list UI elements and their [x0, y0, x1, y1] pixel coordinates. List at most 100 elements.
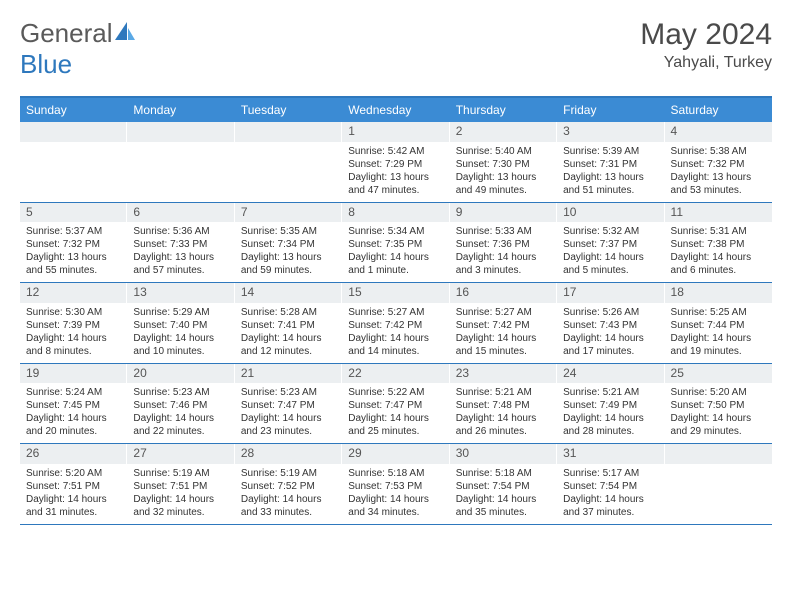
- day-detail: Sunrise: 5:35 AMSunset: 7:34 PMDaylight:…: [235, 222, 342, 282]
- dow-friday: Friday: [557, 98, 664, 122]
- day-cell: 23Sunrise: 5:21 AMSunset: 7:48 PMDayligh…: [450, 364, 557, 444]
- day-cell: 24Sunrise: 5:21 AMSunset: 7:49 PMDayligh…: [557, 364, 664, 444]
- day-number: 31: [557, 444, 664, 464]
- day-cell: 1Sunrise: 5:42 AMSunset: 7:29 PMDaylight…: [342, 122, 449, 202]
- day-number: 14: [235, 283, 342, 303]
- day-cell: 31Sunrise: 5:17 AMSunset: 7:54 PMDayligh…: [557, 444, 664, 524]
- day-number: 21: [235, 364, 342, 384]
- day-number: 7: [235, 203, 342, 223]
- week-row: 5Sunrise: 5:37 AMSunset: 7:32 PMDaylight…: [20, 203, 772, 284]
- day-detail: Sunrise: 5:36 AMSunset: 7:33 PMDaylight:…: [127, 222, 234, 282]
- location: Yahyali, Turkey: [640, 54, 772, 72]
- month-title: May 2024: [640, 18, 772, 52]
- day-cell: 19Sunrise: 5:24 AMSunset: 7:45 PMDayligh…: [20, 364, 127, 444]
- day-number: [235, 122, 342, 142]
- empty-cell: [235, 122, 342, 202]
- day-cell: 12Sunrise: 5:30 AMSunset: 7:39 PMDayligh…: [20, 283, 127, 363]
- day-detail: Sunrise: 5:37 AMSunset: 7:32 PMDaylight:…: [20, 222, 127, 282]
- day-cell: 28Sunrise: 5:19 AMSunset: 7:52 PMDayligh…: [235, 444, 342, 524]
- day-detail: Sunrise: 5:19 AMSunset: 7:52 PMDaylight:…: [235, 464, 342, 524]
- dow-thursday: Thursday: [450, 98, 557, 122]
- day-number: 25: [665, 364, 772, 384]
- day-number: 23: [450, 364, 557, 384]
- day-number: 30: [450, 444, 557, 464]
- week-row: 26Sunrise: 5:20 AMSunset: 7:51 PMDayligh…: [20, 444, 772, 525]
- day-number: 5: [20, 203, 127, 223]
- dow-saturday: Saturday: [665, 98, 772, 122]
- header: GeneralBlue May 2024 Yahyali, Turkey: [20, 18, 772, 80]
- day-number: 13: [127, 283, 234, 303]
- day-cell: 15Sunrise: 5:27 AMSunset: 7:42 PMDayligh…: [342, 283, 449, 363]
- day-detail: Sunrise: 5:29 AMSunset: 7:40 PMDaylight:…: [127, 303, 234, 363]
- day-number: 16: [450, 283, 557, 303]
- day-number: 26: [20, 444, 127, 464]
- day-detail: Sunrise: 5:25 AMSunset: 7:44 PMDaylight:…: [665, 303, 772, 363]
- day-number: 3: [557, 122, 664, 142]
- day-detail: Sunrise: 5:23 AMSunset: 7:47 PMDaylight:…: [235, 383, 342, 443]
- day-number: 10: [557, 203, 664, 223]
- day-cell: 26Sunrise: 5:20 AMSunset: 7:51 PMDayligh…: [20, 444, 127, 524]
- day-number: 27: [127, 444, 234, 464]
- day-cell: 13Sunrise: 5:29 AMSunset: 7:40 PMDayligh…: [127, 283, 234, 363]
- logo-text: GeneralBlue: [20, 18, 137, 80]
- day-cell: 22Sunrise: 5:22 AMSunset: 7:47 PMDayligh…: [342, 364, 449, 444]
- day-detail: Sunrise: 5:24 AMSunset: 7:45 PMDaylight:…: [20, 383, 127, 443]
- day-detail: Sunrise: 5:32 AMSunset: 7:37 PMDaylight:…: [557, 222, 664, 282]
- day-number: [20, 122, 127, 142]
- day-cell: 3Sunrise: 5:39 AMSunset: 7:31 PMDaylight…: [557, 122, 664, 202]
- day-detail: Sunrise: 5:18 AMSunset: 7:53 PMDaylight:…: [342, 464, 449, 524]
- day-number: 17: [557, 283, 664, 303]
- calendar: SundayMondayTuesdayWednesdayThursdayFrid…: [20, 96, 772, 525]
- day-detail: Sunrise: 5:19 AMSunset: 7:51 PMDaylight:…: [127, 464, 234, 524]
- day-detail: Sunrise: 5:28 AMSunset: 7:41 PMDaylight:…: [235, 303, 342, 363]
- day-detail: Sunrise: 5:42 AMSunset: 7:29 PMDaylight:…: [342, 142, 449, 202]
- day-number: [127, 122, 234, 142]
- day-number: 4: [665, 122, 772, 142]
- day-cell: 20Sunrise: 5:23 AMSunset: 7:46 PMDayligh…: [127, 364, 234, 444]
- day-number: 1: [342, 122, 449, 142]
- day-detail: Sunrise: 5:21 AMSunset: 7:49 PMDaylight:…: [557, 383, 664, 443]
- day-detail: Sunrise: 5:21 AMSunset: 7:48 PMDaylight:…: [450, 383, 557, 443]
- day-cell: 4Sunrise: 5:38 AMSunset: 7:32 PMDaylight…: [665, 122, 772, 202]
- title-block: May 2024 Yahyali, Turkey: [640, 18, 772, 72]
- day-cell: 17Sunrise: 5:26 AMSunset: 7:43 PMDayligh…: [557, 283, 664, 363]
- day-cell: 11Sunrise: 5:31 AMSunset: 7:38 PMDayligh…: [665, 203, 772, 283]
- logo: GeneralBlue: [20, 18, 137, 80]
- logo-part2: Blue: [20, 49, 72, 79]
- dow-monday: Monday: [127, 98, 234, 122]
- day-detail: Sunrise: 5:18 AMSunset: 7:54 PMDaylight:…: [450, 464, 557, 524]
- day-detail: Sunrise: 5:17 AMSunset: 7:54 PMDaylight:…: [557, 464, 664, 524]
- week-row: 19Sunrise: 5:24 AMSunset: 7:45 PMDayligh…: [20, 364, 772, 445]
- day-number: 8: [342, 203, 449, 223]
- day-cell: 7Sunrise: 5:35 AMSunset: 7:34 PMDaylight…: [235, 203, 342, 283]
- day-cell: 29Sunrise: 5:18 AMSunset: 7:53 PMDayligh…: [342, 444, 449, 524]
- day-detail: Sunrise: 5:20 AMSunset: 7:51 PMDaylight:…: [20, 464, 127, 524]
- dow-tuesday: Tuesday: [235, 98, 342, 122]
- empty-cell: [20, 122, 127, 202]
- day-detail: Sunrise: 5:34 AMSunset: 7:35 PMDaylight:…: [342, 222, 449, 282]
- day-cell: 21Sunrise: 5:23 AMSunset: 7:47 PMDayligh…: [235, 364, 342, 444]
- day-detail: Sunrise: 5:22 AMSunset: 7:47 PMDaylight:…: [342, 383, 449, 443]
- dow-sunday: Sunday: [20, 98, 127, 122]
- day-number: 6: [127, 203, 234, 223]
- day-detail: Sunrise: 5:23 AMSunset: 7:46 PMDaylight:…: [127, 383, 234, 443]
- day-cell: 10Sunrise: 5:32 AMSunset: 7:37 PMDayligh…: [557, 203, 664, 283]
- day-detail: Sunrise: 5:38 AMSunset: 7:32 PMDaylight:…: [665, 142, 772, 202]
- day-detail: Sunrise: 5:40 AMSunset: 7:30 PMDaylight:…: [450, 142, 557, 202]
- dow-wednesday: Wednesday: [342, 98, 449, 122]
- day-cell: 5Sunrise: 5:37 AMSunset: 7:32 PMDaylight…: [20, 203, 127, 283]
- day-cell: 2Sunrise: 5:40 AMSunset: 7:30 PMDaylight…: [450, 122, 557, 202]
- day-cell: 8Sunrise: 5:34 AMSunset: 7:35 PMDaylight…: [342, 203, 449, 283]
- calendar-page: GeneralBlue May 2024 Yahyali, Turkey Sun…: [0, 0, 792, 543]
- logo-part1: General: [20, 18, 113, 48]
- day-cell: 25Sunrise: 5:20 AMSunset: 7:50 PMDayligh…: [665, 364, 772, 444]
- day-number: 11: [665, 203, 772, 223]
- empty-cell: [665, 444, 772, 524]
- day-detail: Sunrise: 5:26 AMSunset: 7:43 PMDaylight:…: [557, 303, 664, 363]
- day-detail: Sunrise: 5:39 AMSunset: 7:31 PMDaylight:…: [557, 142, 664, 202]
- day-cell: 30Sunrise: 5:18 AMSunset: 7:54 PMDayligh…: [450, 444, 557, 524]
- day-detail: Sunrise: 5:30 AMSunset: 7:39 PMDaylight:…: [20, 303, 127, 363]
- day-detail: Sunrise: 5:31 AMSunset: 7:38 PMDaylight:…: [665, 222, 772, 282]
- day-number: 29: [342, 444, 449, 464]
- day-number: 19: [20, 364, 127, 384]
